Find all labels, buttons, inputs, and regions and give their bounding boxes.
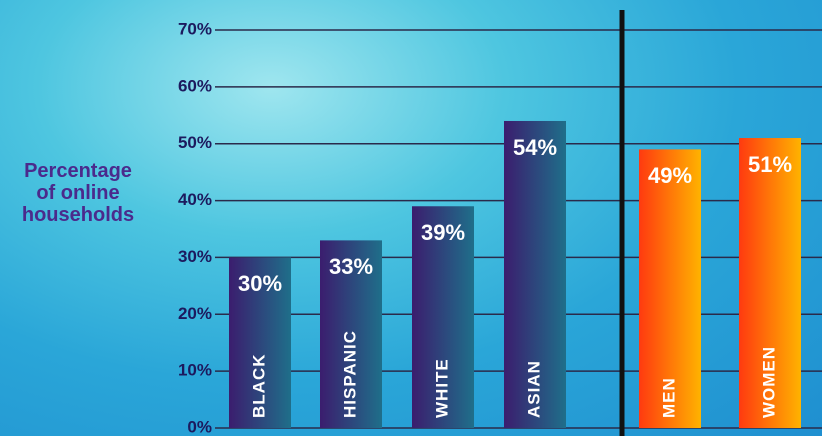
category-label: WOMEN [759, 346, 778, 418]
bar [229, 257, 291, 428]
y-tick-label: 40% [178, 190, 212, 209]
y-axis-label: Percentage of online households [21, 160, 135, 226]
y-tick-label: 50% [178, 133, 212, 152]
category-label: WHITE [432, 358, 451, 418]
category-label: ASIAN [524, 360, 543, 418]
y-tick-label: 60% [178, 76, 212, 95]
bar [639, 149, 701, 428]
y-tick-label: 0% [187, 417, 212, 436]
bar [504, 120, 566, 428]
value-label: 33% [329, 254, 373, 279]
value-label: 54% [513, 135, 557, 160]
category-label: MEN [659, 377, 678, 418]
bar [412, 206, 474, 428]
value-label: 51% [748, 152, 792, 177]
y-tick-label: 30% [178, 247, 212, 266]
bar [739, 138, 801, 428]
value-label: 39% [421, 220, 465, 245]
y-tick-label: 20% [178, 304, 212, 323]
category-label: BLACK [249, 354, 268, 419]
value-label: 49% [648, 163, 692, 188]
category-label: HISPANIC [340, 330, 359, 418]
y-tick-label: 70% [178, 19, 212, 38]
value-label: 30% [238, 271, 282, 296]
bar [320, 240, 382, 428]
y-tick-label: 10% [178, 361, 212, 380]
